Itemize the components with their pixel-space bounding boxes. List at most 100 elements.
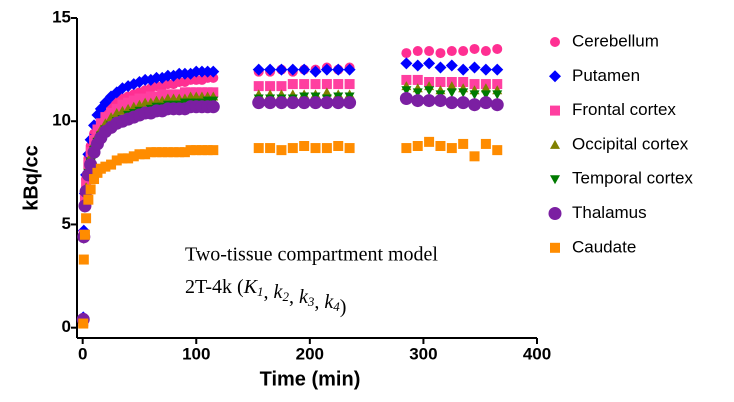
data-point bbox=[128, 95, 139, 106]
data-point bbox=[309, 96, 323, 110]
data-point bbox=[490, 98, 504, 112]
data-point bbox=[435, 48, 446, 59]
data-point bbox=[265, 143, 276, 154]
legend-label: Thalamus bbox=[572, 203, 647, 222]
data-point bbox=[401, 48, 412, 59]
data-point bbox=[456, 96, 470, 110]
legend-label: Cerebellum bbox=[572, 31, 659, 50]
data-point bbox=[332, 63, 345, 76]
data-point bbox=[100, 112, 111, 123]
data-point bbox=[321, 79, 332, 90]
x-axis-title: Time (min) bbox=[260, 368, 361, 390]
data-point bbox=[457, 63, 470, 76]
data-point bbox=[320, 96, 334, 110]
data-point bbox=[320, 63, 333, 76]
data-point bbox=[446, 88, 457, 98]
legend-marker bbox=[550, 105, 560, 116]
data-point bbox=[79, 229, 90, 240]
data-point bbox=[208, 145, 219, 156]
data-point bbox=[400, 57, 413, 70]
data-point bbox=[286, 96, 300, 110]
data-point bbox=[468, 98, 482, 112]
data-point bbox=[321, 143, 332, 154]
data-point bbox=[117, 99, 128, 110]
data-point bbox=[78, 254, 89, 265]
data-point bbox=[446, 81, 457, 91]
data-point bbox=[196, 145, 207, 156]
y-axis-title: kBq/cc bbox=[20, 145, 42, 211]
data-point bbox=[424, 86, 435, 96]
data-point bbox=[276, 81, 287, 92]
data-point bbox=[252, 63, 265, 76]
data-point bbox=[168, 147, 179, 158]
data-point bbox=[117, 153, 128, 164]
data-point bbox=[480, 46, 491, 57]
legend-label: Frontal cortex bbox=[572, 100, 676, 119]
data-point bbox=[274, 96, 288, 110]
param-symbol: k bbox=[274, 281, 284, 303]
data-point bbox=[458, 138, 469, 149]
data-point bbox=[309, 65, 322, 78]
data-point bbox=[445, 96, 459, 110]
data-point bbox=[185, 145, 196, 156]
data-point bbox=[480, 138, 491, 149]
data-point bbox=[480, 83, 491, 93]
data-point bbox=[174, 147, 185, 158]
data-point bbox=[157, 147, 168, 158]
data-point bbox=[111, 155, 122, 166]
data-point bbox=[287, 143, 298, 154]
param-symbol: K bbox=[243, 276, 259, 298]
data-point bbox=[157, 89, 168, 100]
legend-marker bbox=[550, 242, 560, 253]
data-point bbox=[191, 145, 202, 156]
data-point bbox=[422, 94, 436, 108]
data-point bbox=[401, 143, 412, 154]
data-point bbox=[206, 100, 220, 114]
data-point bbox=[162, 147, 173, 158]
annotation-line1: Two-tissue compartment model bbox=[185, 244, 438, 266]
data-point bbox=[458, 46, 469, 57]
data-point bbox=[424, 136, 435, 147]
data-point bbox=[140, 149, 151, 160]
param-subscript: 3 bbox=[307, 294, 315, 309]
data-point bbox=[263, 96, 277, 110]
data-point bbox=[264, 63, 277, 76]
data-point bbox=[92, 124, 103, 135]
data-point bbox=[343, 63, 356, 76]
annotation-prefix: 2T-4k ( bbox=[185, 276, 244, 298]
data-point bbox=[84, 158, 98, 172]
data-point bbox=[492, 79, 503, 90]
data-point bbox=[480, 90, 491, 100]
legend-label: Occipital cortex bbox=[572, 134, 689, 153]
data-point bbox=[446, 143, 457, 154]
data-point bbox=[469, 90, 480, 100]
annotation-separator: , bbox=[289, 286, 299, 308]
data-point bbox=[401, 74, 412, 85]
data-point bbox=[433, 94, 447, 108]
data-point bbox=[435, 77, 446, 87]
data-point bbox=[446, 46, 457, 57]
data-point bbox=[276, 145, 287, 156]
x-tick-label: 0 bbox=[78, 344, 87, 363]
data-point bbox=[179, 87, 190, 98]
data-point bbox=[151, 147, 162, 158]
legend-marker bbox=[550, 175, 560, 185]
legend-label: Temporal cortex bbox=[572, 169, 693, 188]
param-symbol: k bbox=[324, 291, 334, 313]
x-tick-label: 100 bbox=[182, 344, 210, 363]
data-point bbox=[89, 174, 100, 185]
data-point bbox=[445, 59, 458, 72]
data-point bbox=[469, 43, 480, 54]
data-point bbox=[479, 96, 493, 110]
data-point bbox=[458, 77, 469, 87]
data-point bbox=[479, 63, 492, 76]
param-subscript: 4 bbox=[333, 299, 340, 314]
data-point bbox=[412, 141, 423, 151]
data-point bbox=[411, 59, 424, 72]
annotation-suffix: ) bbox=[340, 296, 347, 318]
data-point bbox=[297, 96, 311, 110]
data-point bbox=[411, 94, 425, 108]
param-subscript: 2 bbox=[282, 289, 289, 304]
data-point bbox=[83, 194, 94, 205]
data-point bbox=[412, 46, 423, 57]
